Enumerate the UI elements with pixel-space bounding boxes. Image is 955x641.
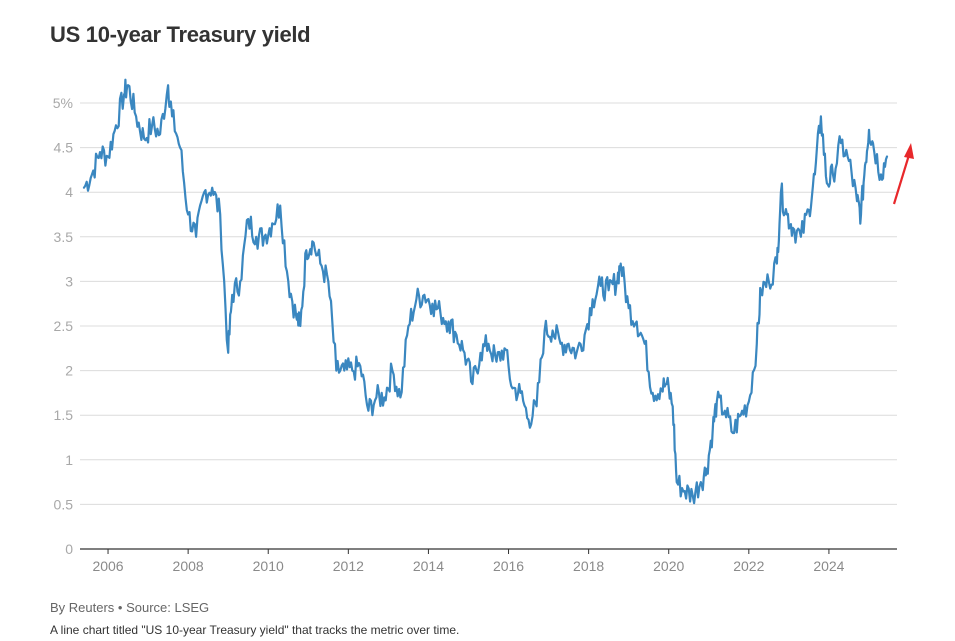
line-chart: 00.511.522.533.544.55% 2006 2008 2010 2012 2… [53,78,914,574]
chart-title: US 10-year Treasury yield [50,22,311,47]
y-tick-label: 2 [65,363,73,379]
y-tick-label: 1.5 [54,407,74,423]
x-tick-label: 2014 [413,558,444,574]
y-tick-label: 3 [65,273,73,289]
y-tick-label: 4 [65,184,73,200]
x-tick-label: 2018 [573,558,604,574]
x-tick-label: 2006 [92,558,123,574]
y-tick-label: 3.5 [54,229,74,245]
source-credit: By Reuters • Source: LSEG [50,600,210,615]
x-tick-label: 2010 [253,558,284,574]
x-tick-label: 2020 [653,558,684,574]
red-arrow-shaft [892,154,911,205]
x-tick-label: 2016 [493,558,524,574]
x-tick-label: 2012 [333,558,364,574]
x-tick-label: 2024 [813,558,844,574]
series-line [82,78,889,505]
y-tick-label: 0.5 [54,496,74,512]
chart-description: A line chart titled "US 10-year Treasury… [50,623,460,637]
x-tick-label: 2022 [733,558,764,574]
x-tick-label: 2008 [173,558,204,574]
red-arrow-annotation [892,143,914,205]
x-axis-tick-labels: 2006 2008 2010 2012 2014 2016 2018 2020 2022 2024 [92,549,845,574]
y-tick-label: 0 [65,541,73,557]
y-axis-tick-labels: 0 0.5 1 1.5 2 2.5 3 3.5 4 4.5 5% [53,95,73,557]
y-tick-label: 2.5 [54,318,74,334]
series-lines [82,78,889,505]
y-tick-label: 1 [65,452,73,468]
y-tick-label: 4.5 [54,140,74,156]
y-tick-label: 5% [53,95,73,111]
gridlines [80,102,897,505]
red-arrow-head [904,143,914,159]
